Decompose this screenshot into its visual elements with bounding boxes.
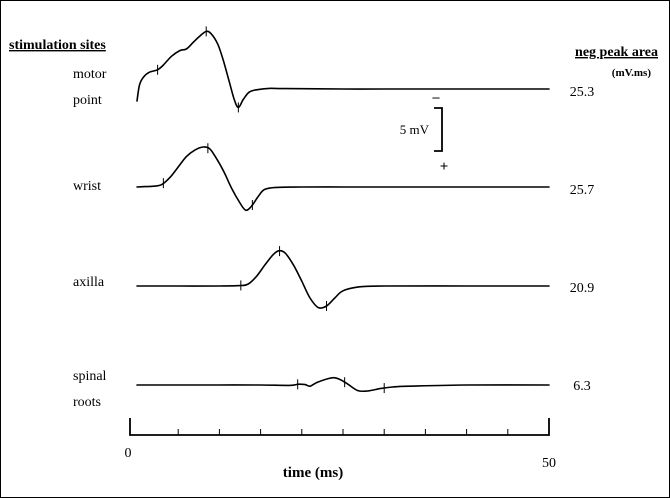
time-axis: 0 50 time (ms) xyxy=(125,418,556,481)
scale-bar-label: 5 mV xyxy=(400,122,430,137)
site-label-line: axilla xyxy=(73,275,105,290)
right-header-unit: (mV.ms) xyxy=(612,67,652,79)
peak-area-value: 20.9 xyxy=(570,281,595,296)
time-axis-ticks xyxy=(177,429,509,435)
site-label-line: wrist xyxy=(73,179,101,194)
trace-line-2 xyxy=(136,249,550,309)
site-label-line: roots xyxy=(73,395,101,410)
scale-bar-minus: – xyxy=(432,90,441,105)
peak-area-value: 6.3 xyxy=(573,379,591,394)
x-tick-label-0: 0 xyxy=(125,446,132,461)
peak-area-value: 25.7 xyxy=(570,183,595,198)
site-label-line: spinal xyxy=(73,369,107,384)
site-label-line: point xyxy=(73,93,102,108)
right-header: neg peak area xyxy=(575,45,658,60)
time-axis-line xyxy=(129,418,550,436)
traces-group: motor point 25.3 wrist 25.7 axilla 20.9 spinal r… xyxy=(73,26,594,410)
site-label-line: motor xyxy=(73,67,107,82)
trace-line-0 xyxy=(136,30,550,109)
x-axis-title: time (ms) xyxy=(283,465,343,481)
x-tick-label-50: 50 xyxy=(542,456,556,471)
scale-bar: 5 mV – + xyxy=(400,90,449,175)
peak-area-value: 25.3 xyxy=(570,85,595,100)
scale-bar-plus: + xyxy=(440,159,449,175)
trace-line-1 xyxy=(136,146,550,212)
left-header: stimulation sites xyxy=(9,38,106,53)
trace-line-3 xyxy=(136,376,550,393)
scale-bar-bracket xyxy=(434,107,443,152)
